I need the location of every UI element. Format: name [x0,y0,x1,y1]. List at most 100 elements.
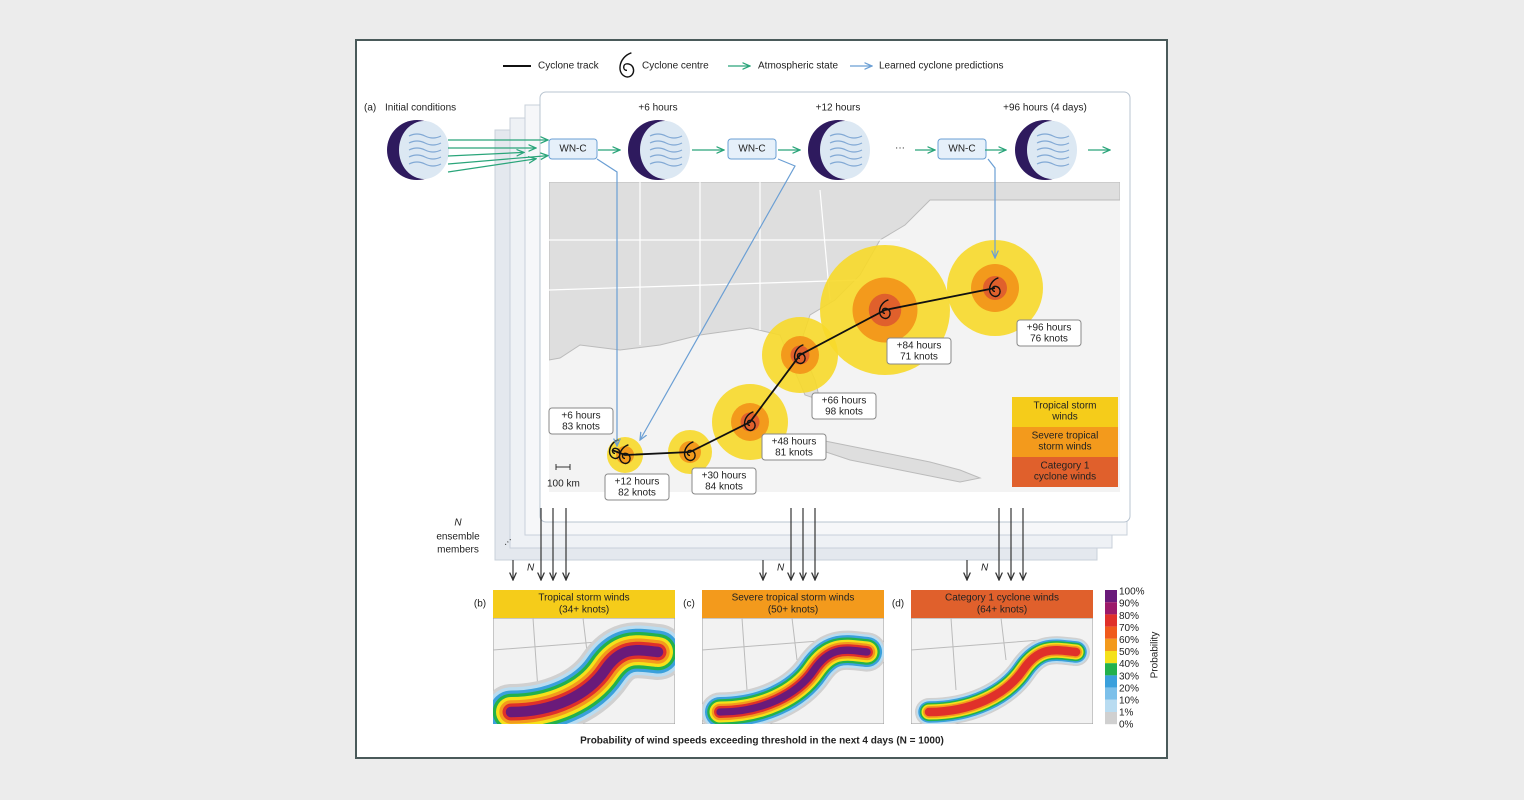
cyclone-icon [743,411,756,432]
colorbar-cell [1105,590,1117,603]
globe-cloud [829,140,863,146]
label: Learned cyclone predictions [879,61,1004,72]
state-arrow [447,152,524,156]
label: 71 knots [900,352,938,363]
globe-cloud [408,147,442,153]
label: (64+ knots) [977,605,1027,616]
globe-cloud [649,154,683,160]
label: Probability of wind speeds exceeding thr… [580,736,944,747]
label: 30% [1119,671,1139,682]
panel-header [702,590,884,618]
colorbar-cell [1105,675,1117,688]
label: ensemble [436,532,480,543]
wind-legend-box [1012,427,1118,457]
label: (a) [364,103,376,114]
border [702,618,833,691]
cyclone-icon [988,277,1001,298]
globe-cloud [408,154,442,160]
label: (50+ knots) [768,605,818,616]
label: members [437,545,479,556]
label: 70% [1119,623,1139,634]
label: 81 knots [775,448,813,459]
prob-band [716,646,871,716]
cyclone-icon [793,344,806,365]
track-label-box [761,433,827,461]
label: Severe tropical storm winds [732,593,855,604]
label: 50% [1119,647,1139,658]
prob-map [911,618,1093,724]
label: Cyclone centre [642,61,709,72]
label: 100% [1119,587,1145,598]
globe-cloud [408,133,442,139]
prob-map [493,618,675,724]
border [549,279,861,291]
cyclone-icon [683,441,696,462]
label: +6 hours [561,411,600,422]
label: 0% [1119,720,1134,731]
label: 40% [1119,659,1139,670]
label: Tropical storm winds [538,593,629,604]
label: 82 knots [618,488,656,499]
colorbar-cell [1105,614,1117,627]
label: +48 hours [772,437,817,448]
globe-cloud [829,154,863,160]
colorbar-cell [1105,626,1117,639]
label: N [777,563,785,574]
globe-cloud [1036,140,1070,146]
prediction-arrow [596,158,617,446]
label: ··· [895,143,905,154]
cyclone-icon [619,52,635,78]
label: 98 knots [825,407,863,418]
label: Atmospheric state [758,61,838,72]
globe-cloud [649,147,683,153]
panel-header [911,590,1093,618]
track-label-box [1016,319,1082,347]
label: Initial conditions [385,103,456,114]
model-box [548,138,598,160]
label: (c) [683,599,695,610]
label: 90% [1119,599,1139,610]
land [819,439,982,483]
label: Probability [1150,632,1161,679]
label: 60% [1119,635,1139,646]
label: (d) [892,599,904,610]
panel-header [493,590,675,618]
label: N [527,563,535,574]
globe-cloud [829,147,863,153]
label: +84 hours [897,341,942,352]
model-box [937,138,987,160]
label: (34+ knots) [559,605,609,616]
track-label-box [811,392,877,420]
label: 10% [1119,696,1139,707]
label: 83 knots [562,422,600,433]
track [611,287,996,456]
prob-band [505,644,664,718]
track-label-box [691,467,757,495]
label: 100 km [547,479,580,490]
label: Severe tropical [1032,431,1099,442]
label: +30 hours [702,471,747,482]
globe-cloud [1036,161,1070,167]
label: 1% [1119,708,1134,719]
colorbar-cell [1105,602,1117,615]
globe-cloud [408,161,442,167]
colorbar-cell [1105,687,1117,700]
track-label-box [886,337,952,365]
label: N [454,518,462,529]
wind-legend-box [1012,457,1118,487]
label: WN-C [738,144,765,155]
label: +12 hours [615,477,660,488]
label: 20% [1119,683,1139,694]
globe-cloud [829,161,863,167]
prob-map [702,618,884,724]
cyclone-icon [878,299,891,320]
border [911,618,1042,691]
label: Tropical storm [1034,401,1097,412]
cyclone-icon [608,439,621,460]
prediction-arrow [987,158,995,258]
label: WN-C [948,144,975,155]
label: winds [1051,412,1078,423]
label: storm winds [1038,442,1091,453]
wind-legend-box [1012,397,1118,427]
